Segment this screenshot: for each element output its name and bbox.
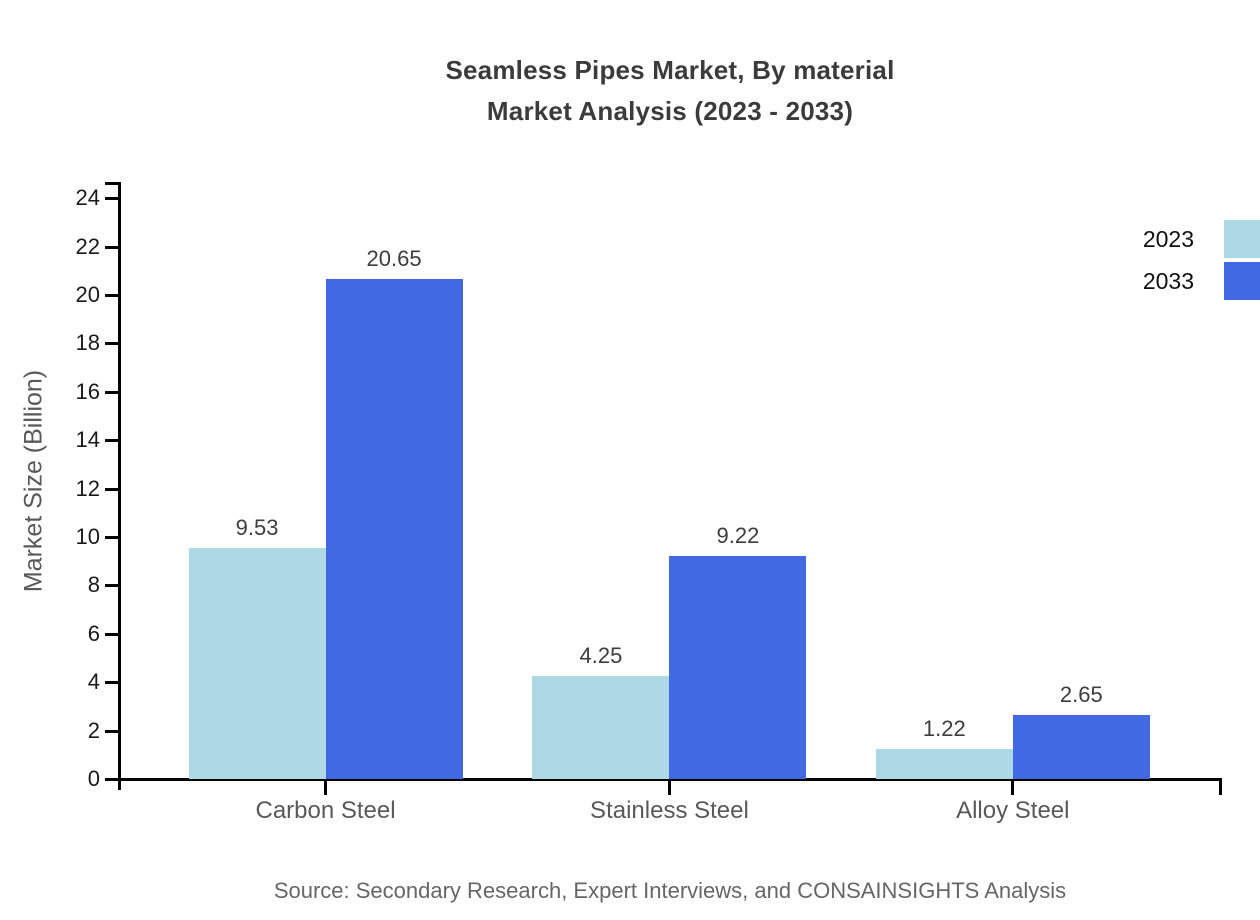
bar-2033-stainless-steel [669,555,807,779]
y-axis-tick-label: 14 [75,427,100,453]
y-axis-tick-label: 16 [75,378,100,404]
x-axis-tick-stainless-steel [667,781,671,795]
x-axis-end-cap-tick [1219,781,1222,795]
y-axis-tick-label: 4 [87,669,100,695]
y-axis-tick-label: 8 [87,572,100,598]
y-axis-spine [118,182,121,790]
y-axis-tick-label: 6 [87,620,100,646]
y-axis-tick-label: 10 [75,524,100,549]
x-axis-spine [107,778,1222,781]
y-axis-tick [105,584,118,588]
y-axis-tick [105,245,118,249]
bar-value-label-2023-stainless-steel: 4.25 [579,643,623,669]
chart-title-line-2: Market Analysis (2023 - 2033) [486,96,854,126]
legend-swatch-2033 [1224,262,1260,300]
y-axis-tick-label: 18 [75,330,100,356]
y-axis-tick-label: 22 [75,233,100,259]
y-axis-tick [105,197,118,201]
y-axis-tick [105,342,118,346]
bar-value-label-2023-alloy-steel: 1.22 [922,716,966,742]
y-axis-tick [105,729,118,733]
bar-2023-carbon-steel [188,548,326,779]
bar-value-label-2033-alloy-steel: 2.65 [1059,681,1103,707]
bar-value-label-2033-stainless-steel: 9.22 [716,522,760,548]
source-note: Source: Secondary Research, Expert Inter… [273,878,1067,903]
bar-wrap-2023-carbon-steel: 9.53 [188,515,326,779]
bar-value-label-2023-carbon-steel: 9.53 [235,515,279,541]
y-axis-tick [105,632,118,636]
y-axis-tick-label: 24 [75,185,100,211]
chart-legend: 2023 2033 [1143,220,1260,304]
bar-2023-alloy-steel [875,749,1013,779]
x-axis-tick-alloy-steel [1011,781,1015,795]
legend-item-2023: 2023 [1143,220,1260,258]
bar-wrap-2033-stainless-steel: 9.22 [669,522,807,779]
chart-title: Seamless Pipes Market, By material Marke… [118,50,1222,132]
bar-2023-stainless-steel [532,676,670,779]
y-axis-tick [105,778,118,781]
y-axis-tick [105,294,118,297]
bar-2033-alloy-steel [1012,714,1150,779]
bar-wrap-2023-alloy-steel: 1.22 [875,716,1013,779]
bar-wrap-2023-stainless-steel: 4.25 [532,643,670,779]
bar-wrap-2033-carbon-steel: 20.65 [325,246,463,779]
y-axis-tick [105,390,118,394]
legend-label-2033: 2033 [1142,267,1194,294]
legend-item-2033: 2033 [1143,262,1260,300]
y-axis-tick [105,681,118,685]
bar-wrap-2033-alloy-steel: 2.65 [1012,681,1150,779]
y-axis-tick [105,439,118,443]
x-category-label-alloy-steel: Alloy Steel [956,797,1070,824]
bar-2033-carbon-steel [325,279,463,779]
legend-swatch-2023 [1224,220,1260,258]
y-axis-tick [105,487,118,491]
y-axis-tick-label: 0 [87,766,100,791]
bar-value-label-2033-carbon-steel: 20.65 [366,246,422,272]
plot-area: 0 2 4 6 8 10 12 14 16 18 20 22 24 9.53 20.65 Carbon Ste… [76,182,1222,824]
x-category-label-stainless-steel: Stainless Steel [590,797,749,824]
y-axis-tick-label: 20 [75,282,100,307]
y-axis-end-cap-tick [105,182,118,185]
bar-group-stainless-steel: 4.25 9.22 [532,522,807,779]
y-axis-tick-label: 12 [75,475,100,501]
bar-group-alloy-steel: 1.22 2.65 [875,681,1150,779]
legend-label-2023: 2023 [1142,225,1194,252]
y-axis-tick-label: 2 [87,717,100,743]
bar-group-carbon-steel: 9.53 20.65 [188,246,463,779]
x-axis-tick-carbon-steel [324,781,328,795]
x-category-label-carbon-steel: Carbon Steel [255,797,396,824]
chart-title-line-1: Seamless Pipes Market, By material [445,55,895,85]
y-axis-tick [105,536,118,539]
